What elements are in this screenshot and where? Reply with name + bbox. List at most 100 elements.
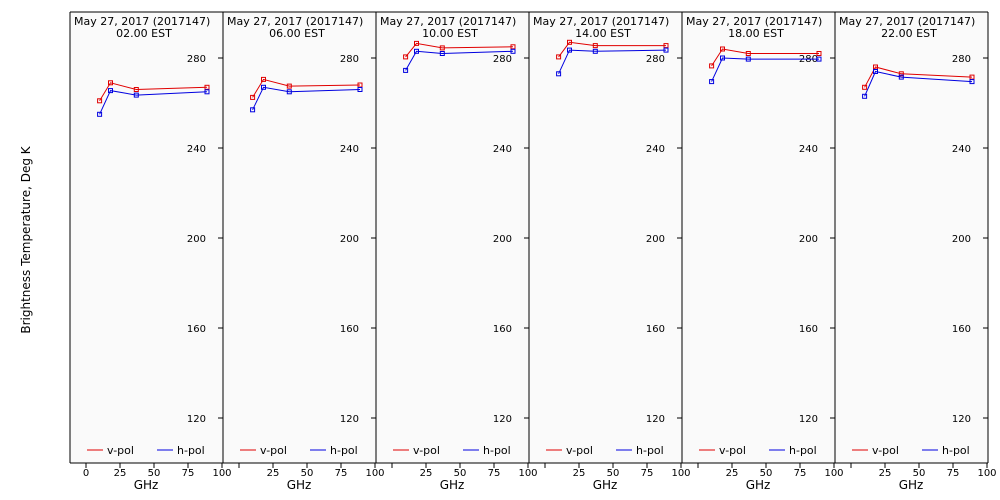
y-tick-label: 200 <box>952 234 971 245</box>
data-point-h-pol <box>567 47 572 53</box>
y-tick-label: 120 <box>952 414 971 425</box>
series-line-h-pol <box>99 90 208 115</box>
y-tick-label: 240 <box>646 144 665 155</box>
data-point-h-pol <box>510 48 516 54</box>
legend-label-h-pol: h-pol <box>330 444 358 457</box>
data-point-v-pol <box>250 94 256 100</box>
panel-title: May 27, 2017 (2017147) <box>686 15 822 28</box>
x-axis-label: GHz <box>593 478 618 492</box>
data-point-h-pol <box>204 89 210 95</box>
series-line-h-pol <box>405 50 514 71</box>
panel-title: May 27, 2017 (2017147) <box>74 15 210 28</box>
y-tick-label: 120 <box>187 414 206 425</box>
legend-label-h-pol: h-pol <box>636 444 664 457</box>
data-point-h-pol <box>709 79 715 85</box>
y-tick-label: 240 <box>952 144 971 155</box>
y-tick-label: 160 <box>340 324 359 335</box>
data-point-v-pol <box>439 45 445 51</box>
panel-2: May 27, 2017 (2017147)06.00 EST 120 160 200… <box>222 11 385 492</box>
panel-background <box>682 12 835 463</box>
y-tick-label: 240 <box>799 144 818 155</box>
panel-subtitle: 06.00 EST <box>269 27 325 40</box>
x-tick-label: 25 <box>879 468 892 479</box>
y-tick-label: 200 <box>340 234 359 245</box>
y-tick-label: 120 <box>646 414 665 425</box>
legend-label-v-pol: v-pol <box>566 444 593 457</box>
panel-background <box>376 12 529 463</box>
series-line-v-pol <box>405 42 514 58</box>
data-point-h-pol <box>414 48 419 54</box>
panel-3: May 27, 2017 (2017147)10.00 EST 120 160 200… <box>375 11 538 492</box>
data-point-h-pol <box>108 88 113 94</box>
x-tick-label: 25 <box>726 468 739 479</box>
x-tick-label: 25 <box>573 468 586 479</box>
x-tick-label: 75 <box>641 468 654 479</box>
data-point-h-pol <box>286 89 292 95</box>
series-line-v-pol <box>252 78 361 98</box>
x-tick-label: 50 <box>454 468 467 479</box>
legend-label-v-pol: v-pol <box>260 444 287 457</box>
data-point-v-pol <box>567 39 572 45</box>
x-tick-label: 75 <box>182 468 195 479</box>
x-tick-label: 50 <box>301 468 314 479</box>
x-tick-label: 75 <box>488 468 501 479</box>
y-tick-label: 120 <box>340 414 359 425</box>
x-tick-label: 100 <box>977 468 996 479</box>
x-tick-label: 25 <box>420 468 433 479</box>
y-tick-label: 200 <box>187 234 206 245</box>
data-point-h-pol <box>357 87 363 92</box>
data-point-v-pol <box>862 84 868 90</box>
data-point-v-pol <box>720 46 725 52</box>
data-point-v-pol <box>97 98 103 104</box>
y-tick-label: 240 <box>187 144 206 155</box>
y-tick-label: 280 <box>493 54 512 65</box>
data-point-h-pol <box>873 69 878 74</box>
y-tick-label: 160 <box>493 324 512 335</box>
x-tick-label: 25 <box>114 468 127 479</box>
y-tick-label: 280 <box>187 54 206 65</box>
x-tick-label: 100 <box>212 468 231 479</box>
y-tick-label: 200 <box>646 234 665 245</box>
panel-subtitle: 22.00 EST <box>881 27 937 40</box>
panels-group: May 27, 2017 (2017147)02.00 EST120160200… <box>69 11 997 492</box>
x-tick-label: 100 <box>824 468 843 479</box>
x-tick-label: 0 <box>83 468 89 479</box>
y-tick-label: 160 <box>646 324 665 335</box>
x-tick-label: 25 <box>267 468 280 479</box>
data-point-v-pol <box>133 87 139 92</box>
x-tick-label: 75 <box>794 468 807 479</box>
legend-label-h-pol: h-pol <box>483 444 511 457</box>
y-tick-label: 120 <box>493 414 512 425</box>
x-tick-label: 50 <box>607 468 620 479</box>
y-tick-label: 160 <box>799 324 818 335</box>
legend-label-v-pol: v-pol <box>107 444 134 457</box>
y-tick-label: 280 <box>646 54 665 65</box>
x-tick-label: 100 <box>671 468 690 479</box>
x-tick-label: 50 <box>913 468 926 479</box>
legend-label-h-pol: h-pol <box>177 444 205 457</box>
x-axis-label: GHz <box>134 478 159 492</box>
data-point-h-pol <box>403 67 409 73</box>
data-point-h-pol <box>592 48 598 54</box>
series-line-v-pol <box>99 82 208 102</box>
panel-title: May 27, 2017 (2017147) <box>839 15 975 28</box>
data-point-h-pol <box>261 84 266 90</box>
figure-y-axis-label: Brightness Temperature, Deg K <box>19 145 33 333</box>
data-point-v-pol <box>898 71 904 77</box>
legend-label-h-pol: h-pol <box>942 444 970 457</box>
x-tick-label: 50 <box>148 468 161 479</box>
series-line-v-pol <box>558 41 666 58</box>
data-point-h-pol <box>862 93 868 99</box>
panel-4: May 27, 2017 (2017147)14.00 EST 120 160 200… <box>528 11 691 492</box>
data-point-h-pol <box>969 79 975 85</box>
data-point-h-pol <box>439 51 445 56</box>
x-axis-label: GHz <box>899 478 924 492</box>
data-point-v-pol <box>261 76 266 82</box>
y-tick-label: 160 <box>187 324 206 335</box>
series-line-h-pol <box>711 57 819 82</box>
x-axis-label: GHz <box>440 478 465 492</box>
x-tick-label: 50 <box>760 468 773 479</box>
series-line-v-pol <box>864 66 973 88</box>
series-line-h-pol <box>864 70 973 97</box>
panel-background <box>223 12 376 463</box>
